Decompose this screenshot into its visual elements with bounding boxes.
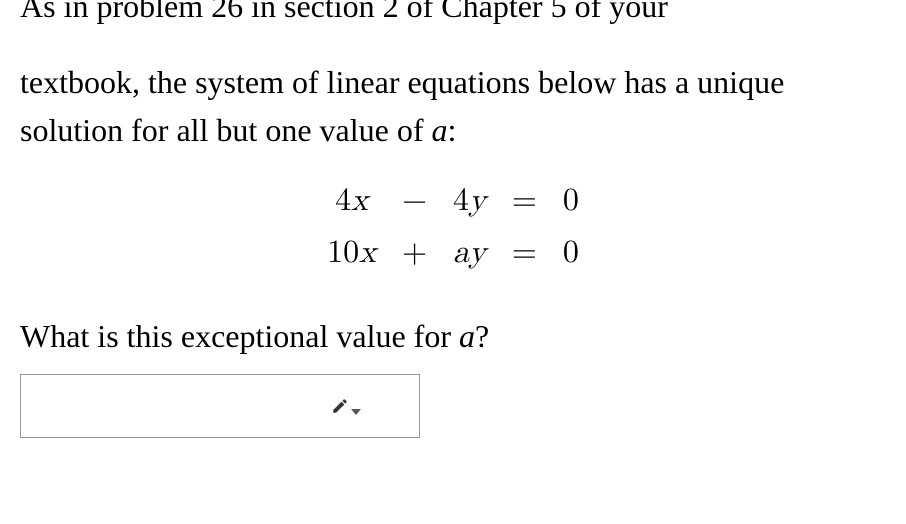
problem-context-line-2: textbook, the system of linear equations… [20, 58, 886, 154]
eq1-var1: x [351, 185, 368, 217]
eq1-op: − [402, 182, 427, 220]
equation-system: 4x − 4y = 0 10x + ay = 0 [20, 182, 886, 272]
eq2-equals: = [512, 234, 537, 272]
eq2-term1: 10x [327, 234, 376, 272]
eq1-coef2: 4 [453, 185, 469, 217]
answer-box[interactable] [20, 374, 420, 438]
question-variable-a: a [459, 318, 475, 354]
eq1-coef1: 4 [335, 185, 351, 217]
eq2-coef2: a [453, 237, 469, 269]
eq2-var1: x [359, 237, 376, 269]
chevron-down-icon [351, 409, 361, 415]
eq2-term2: ay [453, 234, 486, 272]
eq1-rhs: 0 [563, 182, 579, 220]
eq1-equals: = [512, 182, 537, 220]
equation-grid: 4x − 4y = 0 10x + ay = 0 [327, 182, 579, 272]
problem-context-text: textbook, the system of linear equations… [20, 64, 784, 148]
eq2-rhs: 0 [563, 234, 579, 272]
question-post: ? [475, 318, 489, 354]
problem-context-line-1: As in problem 26 in section 2 of Chapter… [20, 0, 886, 30]
eq1-term2: 4y [453, 182, 486, 220]
eq2-op: + [402, 234, 427, 272]
question-pre: What is this exceptional value for [20, 318, 459, 354]
question-text: What is this exceptional value for a? [20, 312, 886, 360]
variable-a: a [431, 112, 447, 148]
problem-context-colon: : [447, 112, 456, 148]
pencil-icon [331, 395, 349, 417]
eq1-var2: y [469, 185, 486, 217]
eq1-term1: 4x [327, 182, 376, 220]
equation-editor-button[interactable] [331, 391, 361, 421]
eq2-var2: y [469, 237, 486, 269]
eq2-coef1: 10 [327, 237, 359, 269]
